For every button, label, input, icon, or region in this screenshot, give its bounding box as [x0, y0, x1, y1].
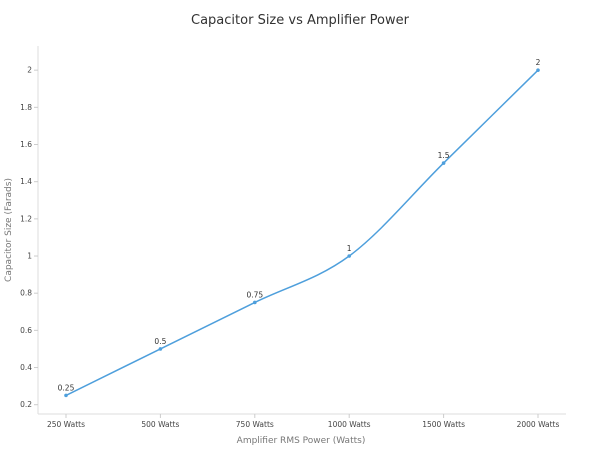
series-line: [65, 69, 539, 397]
y-tick-label: 0.2: [20, 400, 32, 409]
y-tick-label: 1.8: [20, 103, 32, 112]
y-tick-label: 0.6: [20, 326, 32, 335]
y-tick-label: 1.4: [20, 177, 32, 186]
x-tick-label: 500 Watts: [141, 420, 179, 429]
data-label: 1.5: [438, 151, 450, 160]
data-label: 0.5: [154, 337, 166, 346]
y-tick-label: 0.8: [20, 289, 32, 298]
data-label: 0.25: [58, 383, 75, 392]
y-tick-label: 1.2: [20, 214, 32, 223]
data-label: 0.75: [246, 290, 263, 299]
x-axis-ticks: 250 Watts 500 Watts 750 Watts 1000 Watts 150…: [47, 414, 560, 429]
y-tick-label: 2: [27, 66, 32, 75]
x-tick-label: 1000 Watts: [328, 420, 371, 429]
chart-title: Capacitor Size vs Amplifier Power: [191, 13, 410, 28]
data-label: 1: [347, 244, 352, 253]
data-point: [347, 254, 352, 258]
y-tick-label: 1: [27, 252, 32, 261]
y-tick-label: 0.4: [20, 363, 32, 372]
y-tick-label: 1.6: [20, 140, 32, 149]
x-tick-label: 2000 Watts: [517, 420, 560, 429]
data-point: [253, 300, 257, 305]
y-axis-ticks: 0.2 0.4 0.6 0.8 1 1.2 1.4 1.6 1.8 2: [20, 66, 38, 409]
data-point: [158, 347, 163, 351]
series-group: [64, 68, 540, 398]
x-tick-label: 750 Watts: [236, 420, 274, 429]
data-point: [64, 393, 68, 398]
data-label: 2: [536, 58, 541, 67]
x-tick-label: 250 Watts: [47, 420, 85, 429]
data-labels: 0.25 0.5 0.75 1 1.5 2: [58, 58, 541, 392]
x-axis-label: Amplifier RMS Power (Watts): [237, 436, 366, 446]
x-tick-label: 1500 Watts: [422, 420, 465, 429]
data-point: [441, 161, 446, 165]
y-axis-label: Capacitor Size (Farads): [4, 178, 14, 282]
data-point: [536, 68, 540, 72]
